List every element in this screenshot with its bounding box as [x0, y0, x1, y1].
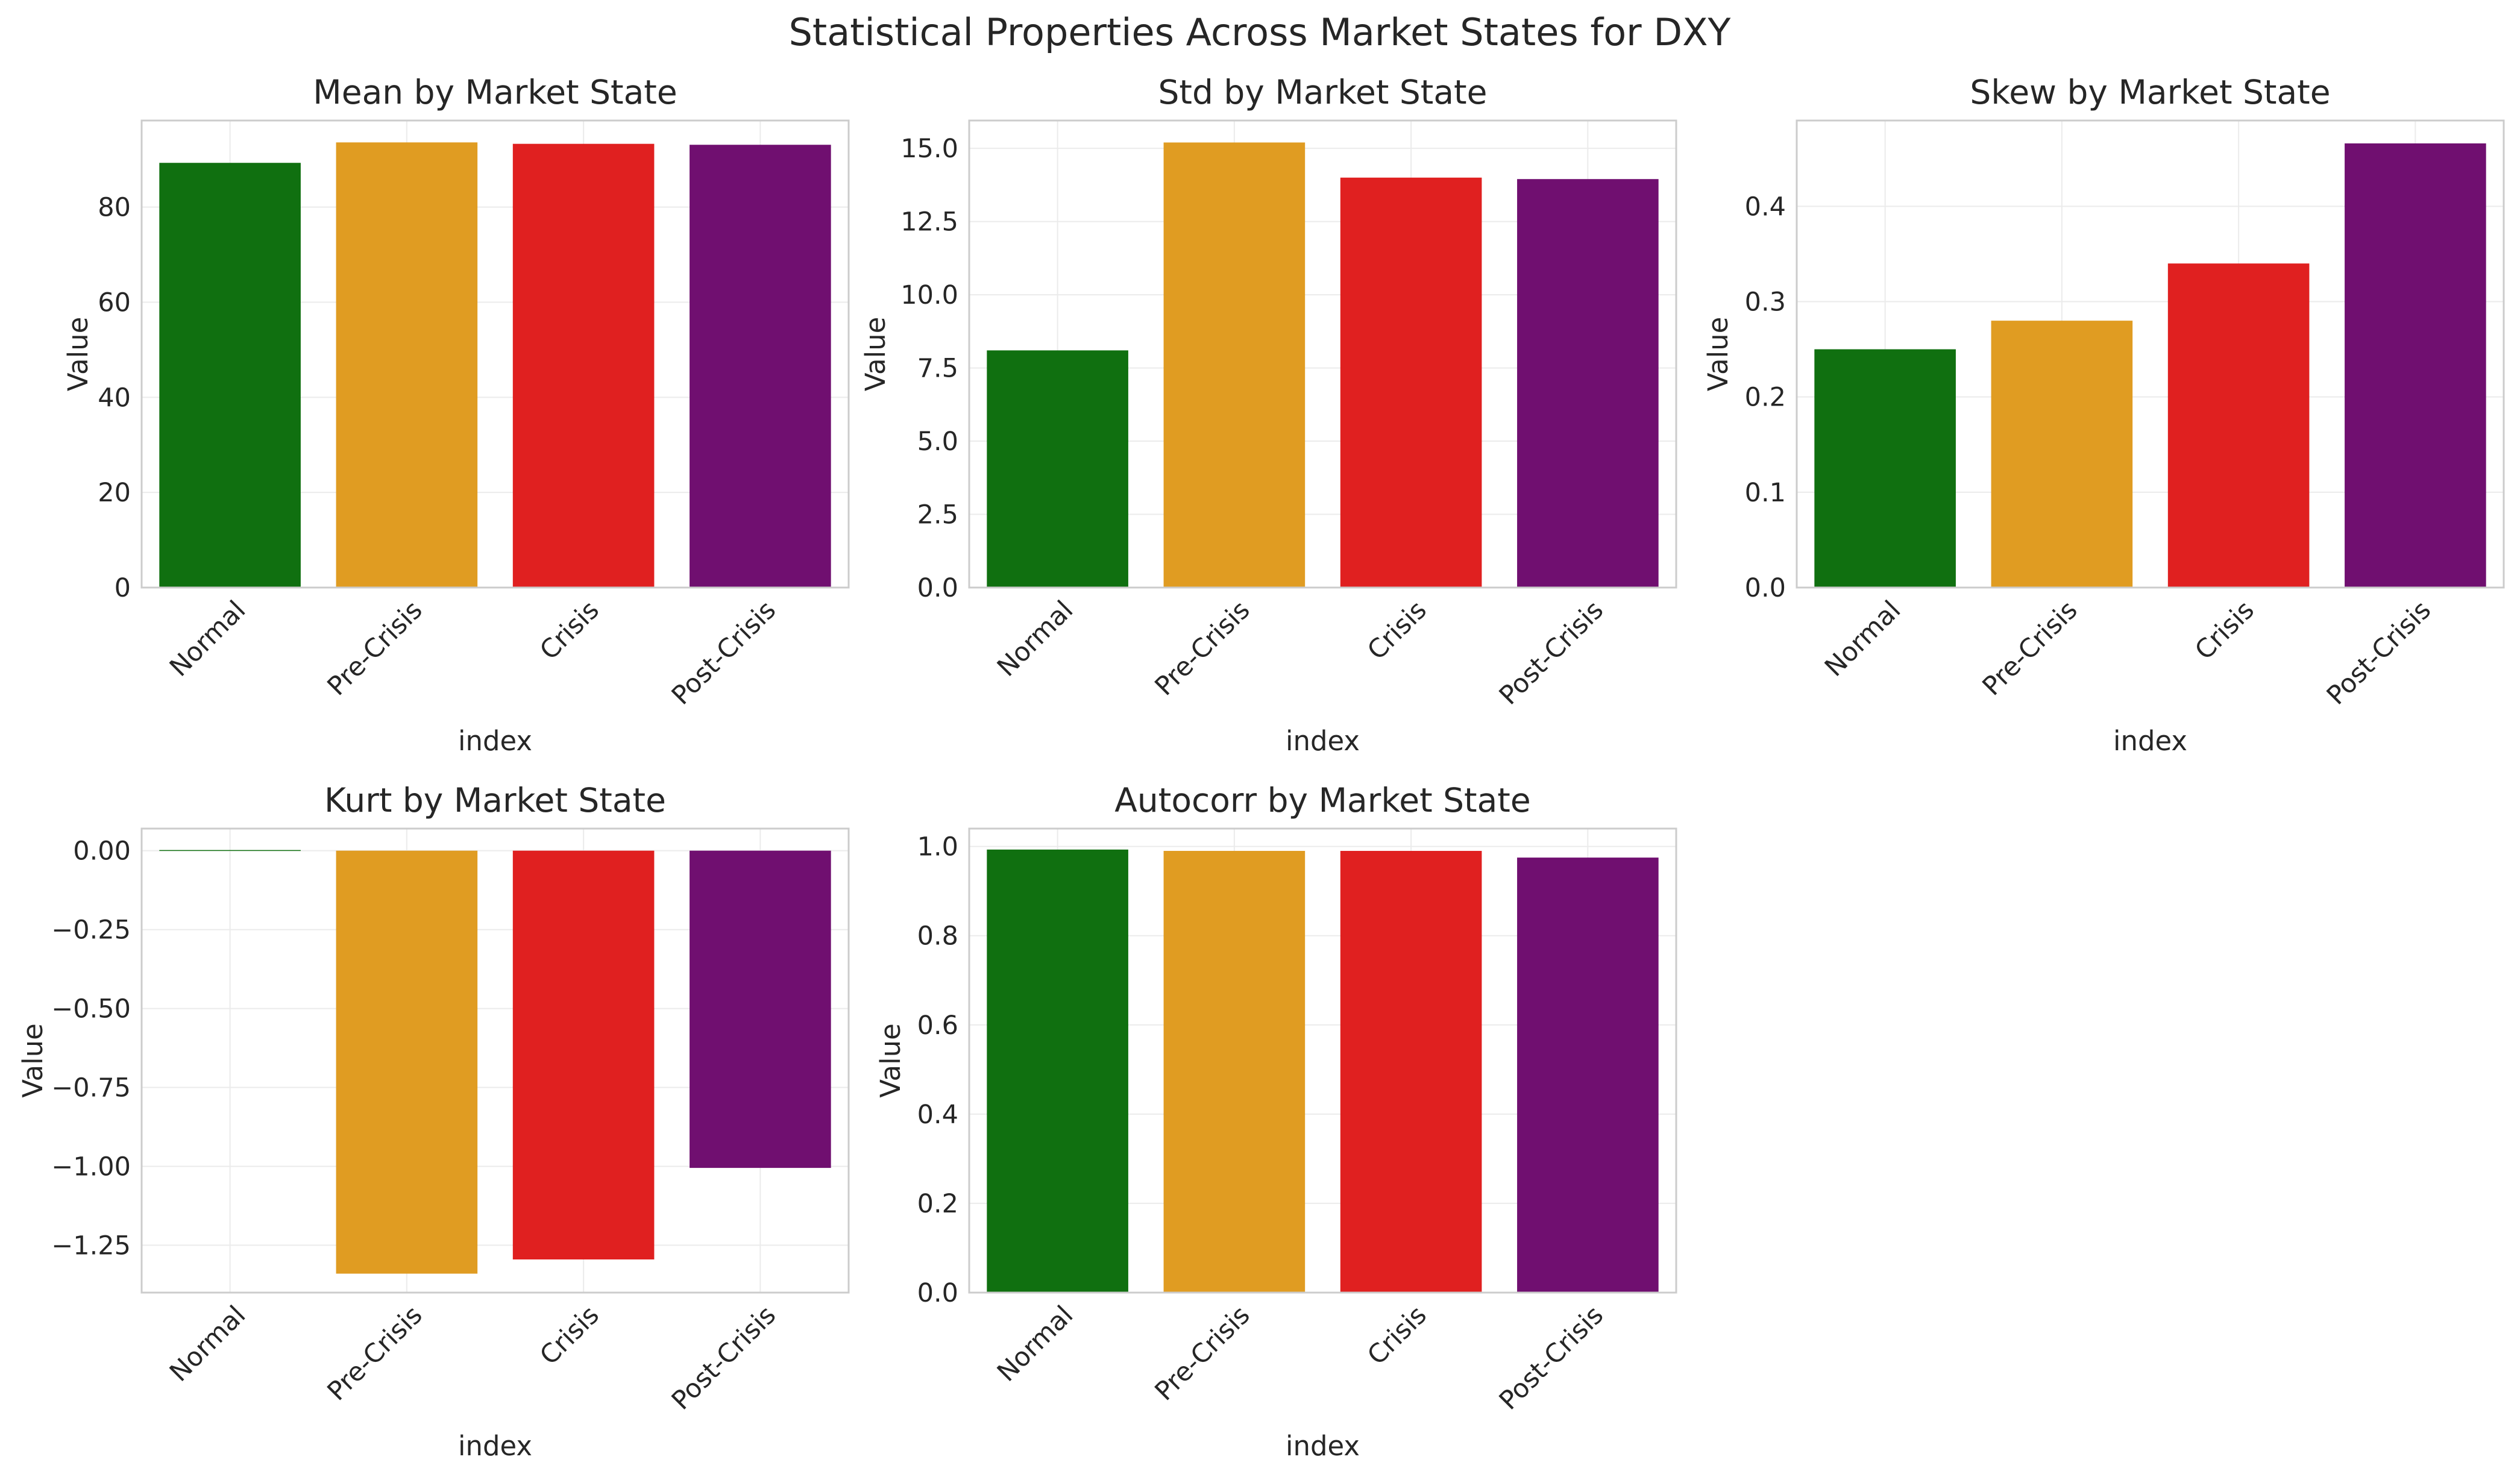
y-tick-label: 60 [98, 287, 131, 318]
subplot-title: Mean by Market State [313, 73, 677, 111]
bar-normal [987, 350, 1128, 588]
bar-normal [159, 850, 301, 851]
y-tick-label: 2.5 [917, 500, 958, 530]
y-tick-label: 0.8 [917, 921, 958, 952]
y-axis-label: Value [875, 1023, 907, 1098]
x-axis-label: index [458, 1430, 532, 1462]
y-axis-label: Value [1702, 317, 1734, 392]
y-tick-label: −1.25 [51, 1231, 131, 1261]
y-tick-label: 7.5 [917, 354, 958, 384]
bar-crisis [512, 850, 655, 1259]
y-tick-label: −1.00 [51, 1152, 131, 1182]
bar-crisis [1340, 851, 1482, 1293]
bar-pre-crisis [1163, 142, 1306, 588]
subplot-title: Autocorr by Market State [1114, 781, 1530, 820]
bar-post-crisis [690, 850, 831, 1168]
y-tick-label: −0.25 [51, 915, 131, 945]
bar-normal [1814, 349, 1956, 588]
y-tick-label: 0 [115, 573, 131, 603]
bar-pre-crisis [336, 850, 478, 1274]
y-tick-label: 0.0 [1745, 573, 1786, 603]
axes-frame [968, 827, 1677, 1294]
x-axis-label: index [1286, 1430, 1360, 1462]
y-tick-label: 0.6 [917, 1011, 958, 1041]
x-axis-label: index [1286, 725, 1360, 757]
y-tick-label: 20 [98, 478, 131, 508]
axes-frame [968, 119, 1677, 589]
bar-post-crisis [2345, 143, 2486, 588]
y-axis-label: Value [62, 317, 94, 392]
bar-pre-crisis [336, 142, 478, 588]
y-tick-label: 40 [98, 383, 131, 413]
y-tick-label: 0.1 [1745, 478, 1786, 508]
y-axis-label: Value [17, 1023, 49, 1098]
y-tick-label: 0.3 [1745, 287, 1786, 318]
x-axis-label: index [458, 725, 532, 757]
bar-normal [987, 849, 1128, 1293]
y-tick-label: 0.00 [73, 836, 131, 867]
bar-post-crisis [690, 145, 831, 588]
y-tick-label: 0.2 [917, 1189, 958, 1219]
axes-frame [140, 827, 850, 1294]
bar-post-crisis [1517, 179, 1659, 588]
bar-crisis [512, 143, 655, 588]
subplot-title: Kurt by Market State [324, 781, 666, 820]
y-tick-label: 0.0 [917, 1278, 958, 1308]
bar-crisis [2167, 263, 2310, 588]
y-tick-label: 0.4 [917, 1100, 958, 1130]
y-tick-label: 5.0 [917, 427, 958, 457]
y-tick-label: 0.4 [1745, 192, 1786, 222]
bar-pre-crisis [1991, 321, 2133, 588]
axes-frame [140, 119, 850, 589]
y-tick-label: 15.0 [900, 134, 958, 164]
y-tick-label: −0.50 [51, 994, 131, 1024]
subplot-title: Skew by Market State [1970, 73, 2330, 111]
y-tick-label: 10.0 [900, 280, 958, 310]
bar-normal [159, 163, 301, 588]
bar-crisis [1340, 177, 1482, 588]
subplot-title: Std by Market State [1158, 73, 1488, 111]
y-tick-label: 12.5 [900, 207, 958, 237]
y-tick-label: −0.75 [51, 1073, 131, 1103]
y-tick-label: 0.2 [1745, 383, 1786, 413]
bar-post-crisis [1517, 858, 1659, 1293]
y-tick-label: 0.0 [917, 573, 958, 603]
bar-pre-crisis [1163, 851, 1306, 1293]
y-tick-label: 1.0 [917, 832, 958, 862]
y-axis-label: Value [859, 317, 891, 392]
y-tick-label: 80 [98, 193, 131, 223]
figure-title: Statistical Properties Across Market Sta… [789, 10, 1731, 54]
x-axis-label: index [2113, 725, 2187, 757]
axes-frame [1796, 119, 2505, 589]
